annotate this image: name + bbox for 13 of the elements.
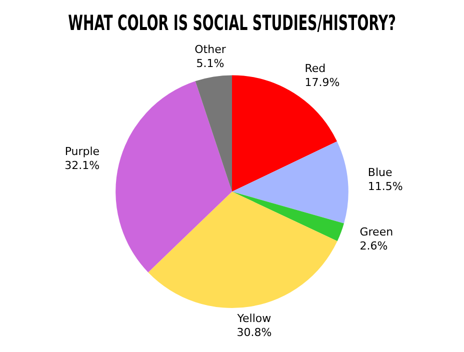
data-label: 2.6% [360, 239, 388, 252]
data-label: 32.1% [64, 158, 100, 172]
slice-label: Yellow [236, 312, 272, 326]
data-label: 17.9% [304, 76, 340, 90]
slice-label: Green [360, 225, 394, 238]
slice-label: Red [304, 62, 326, 76]
slice-label: Other [194, 42, 226, 56]
slice-label: Blue [368, 166, 392, 179]
data-label: 11.5% [368, 180, 403, 193]
slice-label: Purple [64, 144, 100, 158]
chart-title: WHAT COLOR IS SOCIAL STUDIES/HISTORY? [68, 12, 396, 36]
data-label: 30.8% [236, 326, 272, 340]
data-label: 5.1% [196, 56, 224, 70]
